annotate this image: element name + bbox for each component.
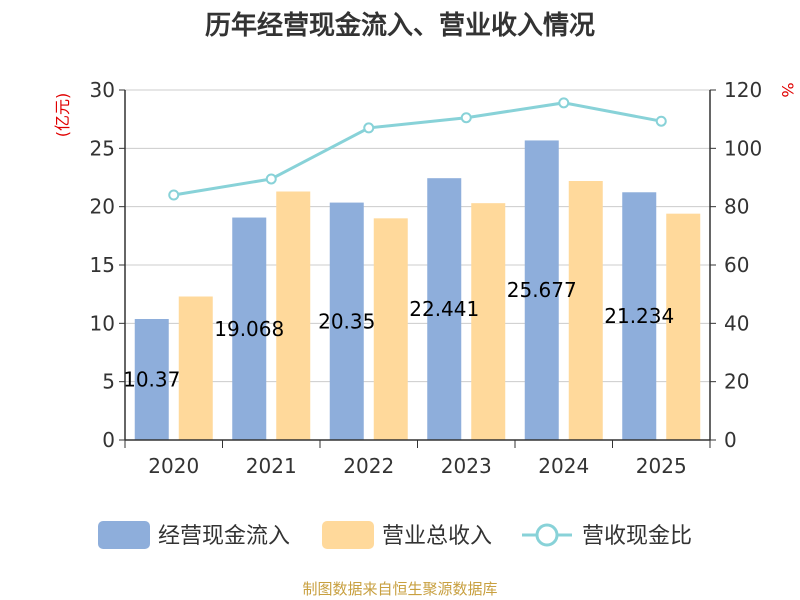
bar-revenue bbox=[568, 181, 603, 440]
y-left-tick-label: 10 bbox=[90, 311, 115, 335]
bar-revenue bbox=[178, 296, 213, 440]
y-right-tick-label: 60 bbox=[724, 253, 749, 277]
y-left-tick-label: 30 bbox=[90, 78, 115, 102]
y-right-tick-label: 0 bbox=[724, 428, 737, 452]
legend-label-ratio: 营收现金比 bbox=[582, 524, 692, 549]
ratio-point bbox=[168, 189, 180, 201]
bar-cash-inflow bbox=[524, 140, 559, 440]
x-tick-label: 2024 bbox=[538, 454, 589, 478]
ratio-point bbox=[460, 112, 472, 124]
y-right-axis-unit: % bbox=[778, 82, 797, 97]
bar-value-label: 19.068 bbox=[214, 317, 284, 341]
ratio-point bbox=[558, 97, 570, 109]
ratio-point bbox=[655, 115, 667, 127]
bar-value-label: 21.234 bbox=[604, 304, 674, 328]
bar-value-label: 25.677 bbox=[507, 278, 577, 302]
bar-value-label: 20.35 bbox=[318, 309, 375, 333]
y-left-tick-label: 25 bbox=[90, 136, 115, 160]
bars bbox=[134, 140, 701, 440]
y-left-tick-label: 15 bbox=[90, 253, 115, 277]
bar-labels: 10.37 19.068 20.35 22.441 25.677 21.234 bbox=[123, 278, 674, 391]
ratio-line bbox=[168, 97, 667, 201]
legend: 经营现金流入 营业总收入 营收现金比 bbox=[98, 521, 692, 549]
legend-swatch-ratio-marker bbox=[535, 523, 559, 547]
y-right-tick-label: 120 bbox=[724, 78, 762, 102]
ratio-point bbox=[265, 173, 277, 185]
y-left-tick-label: 20 bbox=[90, 195, 115, 219]
x-tick-label: 2025 bbox=[636, 454, 687, 478]
y-left-tick-label: 0 bbox=[102, 428, 115, 452]
bar-cash-inflow bbox=[622, 192, 657, 440]
x-tick-label: 2020 bbox=[148, 454, 199, 478]
y-right-tick-label: 80 bbox=[724, 195, 749, 219]
bar-cash-inflow bbox=[134, 319, 169, 440]
y-right-tick-label: 20 bbox=[724, 370, 749, 394]
y-left-axis-unit: (亿元) bbox=[53, 93, 72, 138]
bar-cash-inflow bbox=[427, 178, 462, 440]
bar-cash-inflow bbox=[232, 217, 267, 440]
chart-title: 历年经营现金流入、营业收入情况 bbox=[205, 10, 595, 41]
bar-revenue bbox=[471, 203, 506, 440]
legend-swatch-revenue bbox=[322, 521, 374, 549]
x-tick-label: 2021 bbox=[246, 454, 297, 478]
y-right-tick-label: 40 bbox=[724, 311, 749, 335]
ratio-line-path bbox=[173, 101, 662, 197]
bar-cash-inflow bbox=[329, 202, 364, 440]
bar-revenue bbox=[666, 213, 701, 440]
y-right-tick-label: 100 bbox=[724, 136, 762, 160]
bar-value-label: 22.441 bbox=[409, 297, 479, 321]
legend-label-cash-inflow: 经营现金流入 bbox=[158, 524, 290, 549]
y-left-tick-label: 5 bbox=[102, 370, 115, 394]
legend-swatch-cash-inflow bbox=[98, 521, 150, 549]
bar-revenue bbox=[373, 218, 408, 440]
ratio-point bbox=[363, 122, 375, 134]
x-tick-label: 2023 bbox=[441, 454, 492, 478]
bar-value-label: 10.37 bbox=[123, 368, 180, 392]
data-source: 制图数据来自恒生聚源数据库 bbox=[302, 580, 497, 598]
x-tick-label: 2022 bbox=[343, 454, 394, 478]
gridlines bbox=[125, 89, 710, 383]
legend-label-revenue: 营业总收入 bbox=[382, 524, 492, 549]
bar-revenue bbox=[276, 191, 311, 440]
